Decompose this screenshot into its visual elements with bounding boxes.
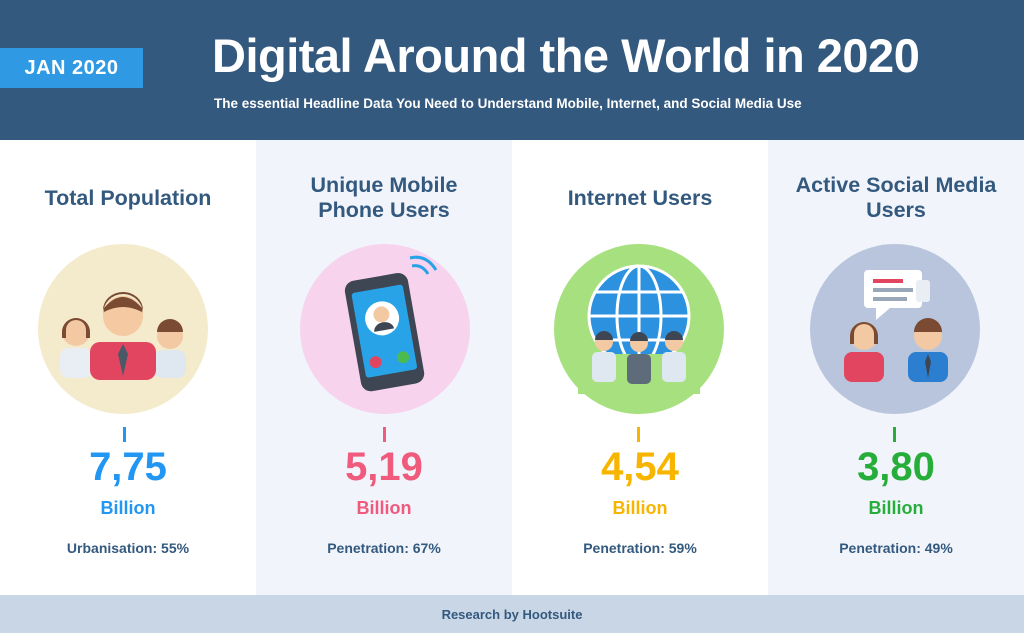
footer: Research by Hootsuite — [0, 595, 1024, 633]
stat-unit: Billion — [612, 498, 668, 518]
stat-note: Urbanisation: 55% — [66, 540, 190, 556]
page-subtitle: The essential Headline Data You Need to … — [214, 96, 802, 111]
stat-unit: Billion — [100, 498, 156, 518]
stat-note: Penetration: 49% — [839, 540, 953, 556]
stat-value: 3,80 — [857, 445, 935, 489]
stat-unit: Billion — [356, 498, 412, 518]
stat-note: Penetration: 59% — [583, 540, 697, 556]
value-tick — [637, 427, 640, 442]
people-icon — [38, 244, 208, 414]
stat-title: Total Population — [44, 185, 212, 210]
stat-value: 7,75 — [89, 445, 167, 489]
stat-title: Active Social Media Users — [795, 173, 997, 222]
stat-value: 4,54 — [601, 445, 679, 489]
stat-column-mobile: Unique Mobile Phone Users 5,19 Billion P… — [256, 140, 512, 595]
stat-title: Internet Users — [567, 185, 713, 210]
source-credit: Research by Hootsuite — [441, 606, 583, 622]
smartphone-icon — [300, 244, 470, 414]
stat-column-social: Active Social Media Users 3,80 — [768, 140, 1024, 595]
stat-value: 5,19 — [345, 445, 423, 489]
stat-note: Penetration: 67% — [327, 540, 441, 556]
stat-unit: Billion — [868, 498, 924, 518]
globe-users-icon — [554, 244, 724, 414]
value-tick — [383, 427, 386, 442]
stat-title: Unique Mobile Phone Users — [310, 173, 458, 222]
stats-panel: Total Population 7,75 Billion Urb — [0, 140, 1024, 595]
header: JAN 2020 Digital Around the World in 202… — [0, 0, 1024, 140]
date-badge: JAN 2020 — [0, 48, 143, 88]
page-title: Digital Around the World in 2020 — [212, 29, 920, 82]
value-tick — [893, 427, 896, 442]
stat-column-internet: Internet Users — [512, 140, 768, 595]
value-tick — [123, 427, 126, 442]
chat-users-icon — [810, 244, 980, 414]
stat-column-population: Total Population 7,75 Billion Urb — [0, 140, 256, 595]
